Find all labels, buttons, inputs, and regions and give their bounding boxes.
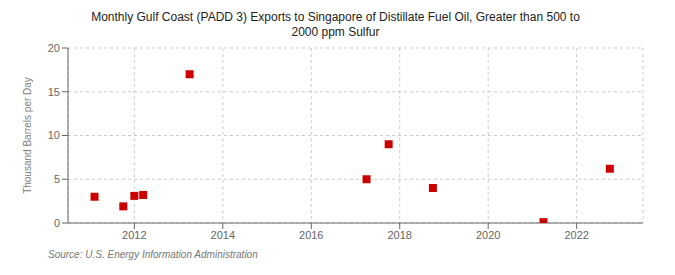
svg-text:2018: 2018 <box>387 229 411 241</box>
html-text:Monthly Gulf Coast (PADD 3) Ex: Monthly Gulf Coast (PADD 3) Exports to S… <box>91 10 580 39</box>
svg-text:10: 10 <box>48 129 60 141</box>
html-text:Source: U.S. Energy Informatio: Source: U.S. Energy Information Administ… <box>48 249 258 260</box>
svg-text:20: 20 <box>48 42 60 54</box>
svg-text:2014: 2014 <box>211 229 235 241</box>
svg-text:0: 0 <box>54 217 60 229</box>
svg-text:2016: 2016 <box>299 229 323 241</box>
svg-text:5: 5 <box>54 173 60 185</box>
svg-text:2022: 2022 <box>564 229 588 241</box>
svg-text:2012: 2012 <box>122 229 146 241</box>
svg-text:2020: 2020 <box>476 229 500 241</box>
svg-text:Thousand Barrels per Day: Thousand Barrels per Day <box>22 77 33 194</box>
svg-text:15: 15 <box>48 86 60 98</box>
